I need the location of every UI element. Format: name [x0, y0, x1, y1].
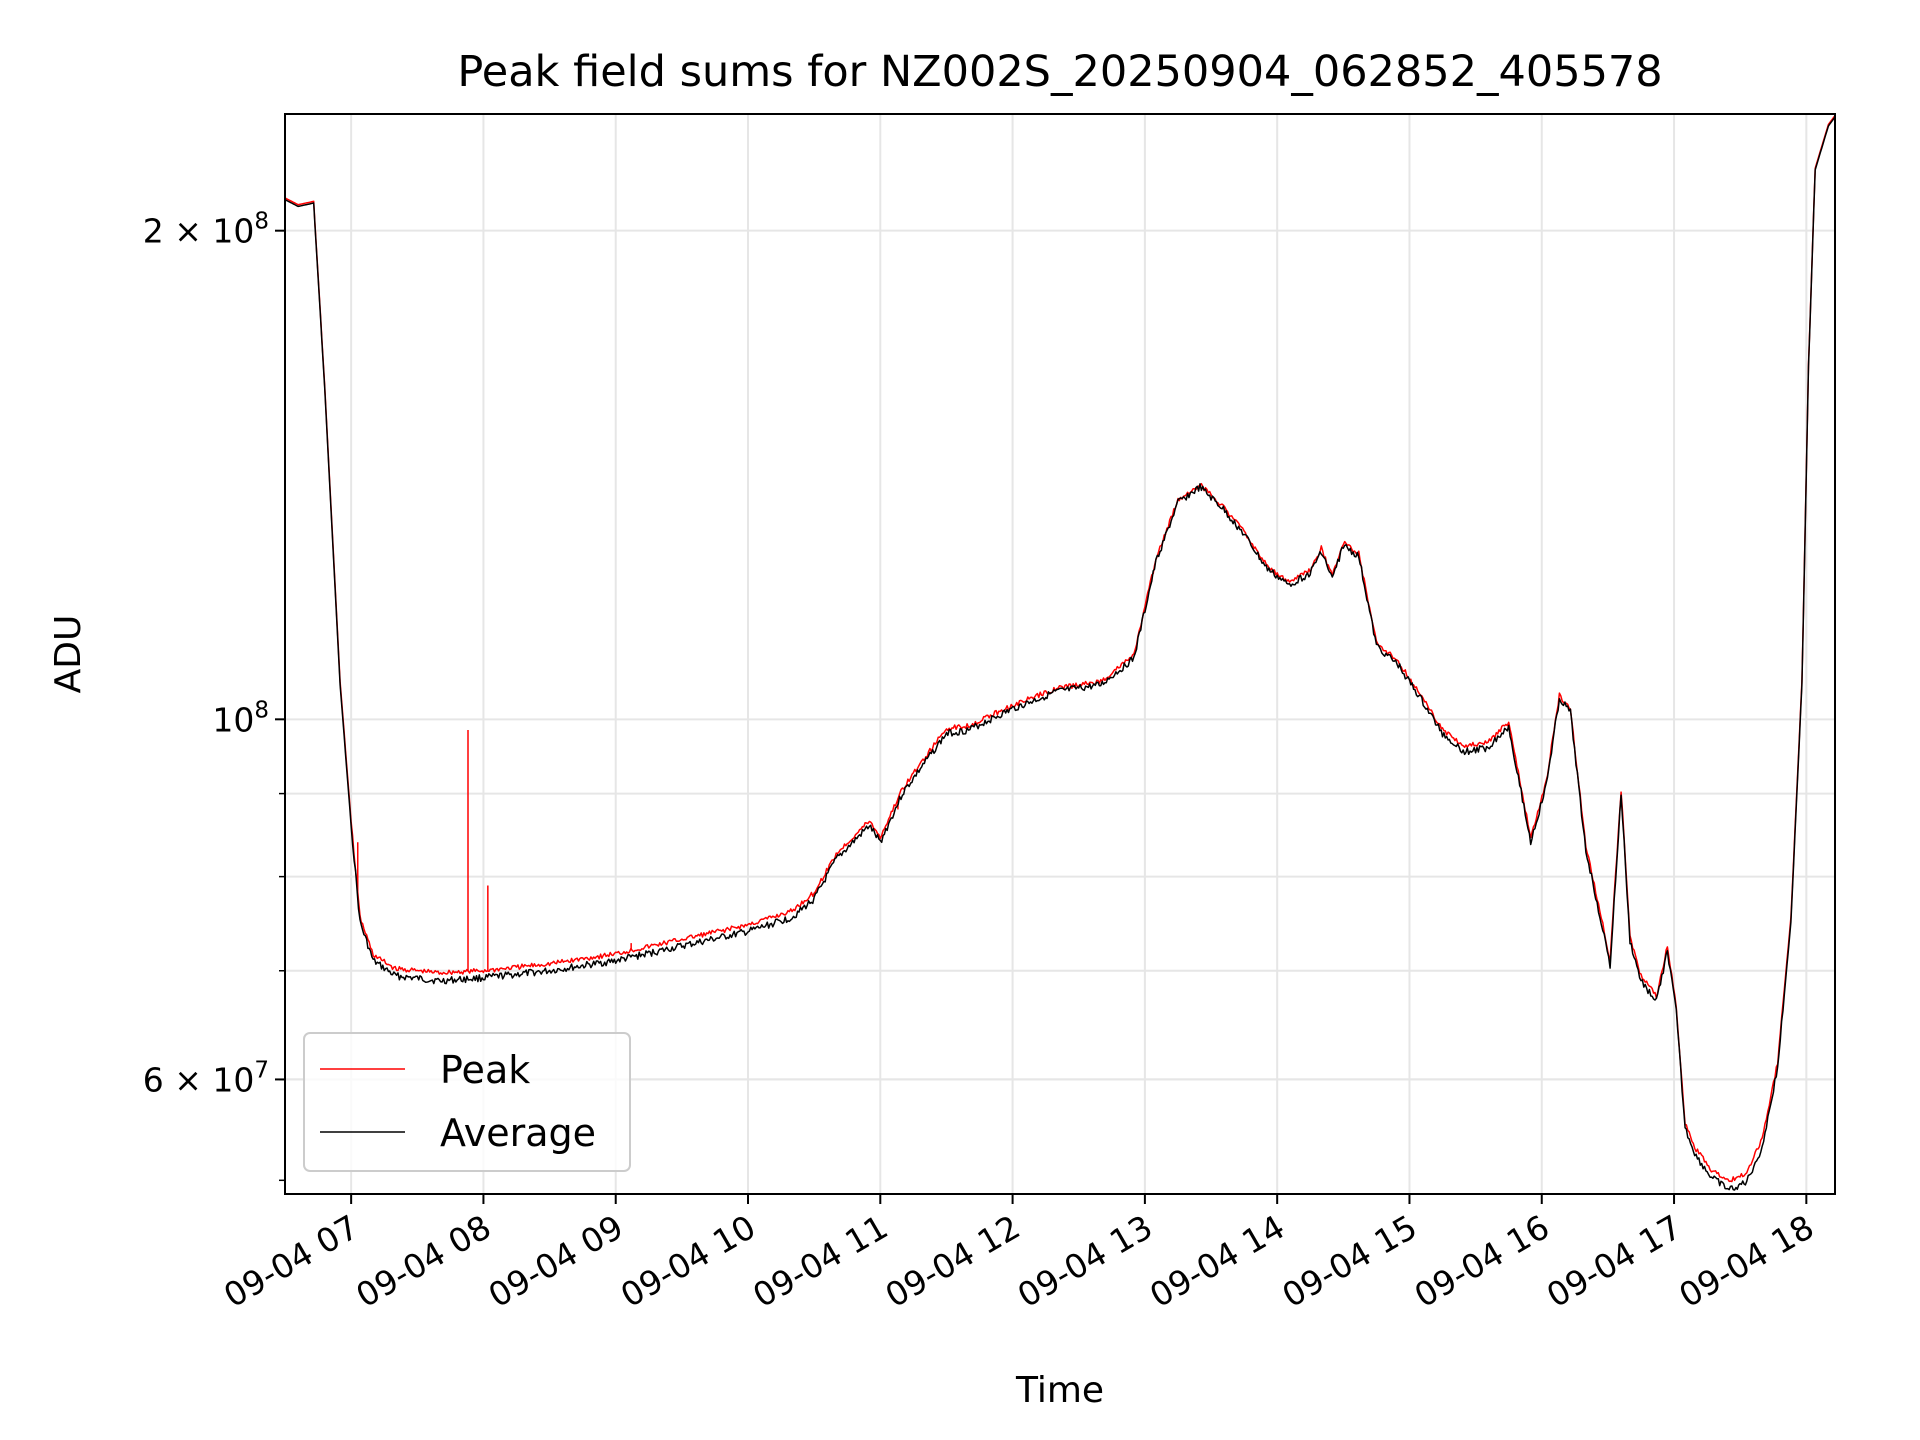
- y-tick-label: 6 × 107: [143, 1057, 269, 1099]
- plot-area: [285, 115, 1835, 1191]
- legend-label-average: Average: [440, 1111, 596, 1155]
- legend-label-peak: Peak: [440, 1048, 530, 1092]
- x-axis-title: Time: [1015, 1370, 1104, 1411]
- plot-frame: [284, 113, 1836, 1195]
- legend-frame: [303, 1032, 631, 1172]
- y-axis-title: ADU: [48, 615, 89, 694]
- grid: [285, 114, 1835, 1194]
- y-tick-label: 2 × 108: [143, 209, 269, 251]
- chart-title: Peak field sums for NZ002S_20250904_0628…: [457, 47, 1662, 97]
- y-tick-label: 108: [212, 697, 269, 739]
- series-layer: [285, 115, 1835, 1191]
- series-line-average: [285, 116, 1835, 1191]
- legend: Peak Average: [303, 1032, 631, 1172]
- y-axis: 2 × 108 108 6 × 107: [143, 209, 285, 1182]
